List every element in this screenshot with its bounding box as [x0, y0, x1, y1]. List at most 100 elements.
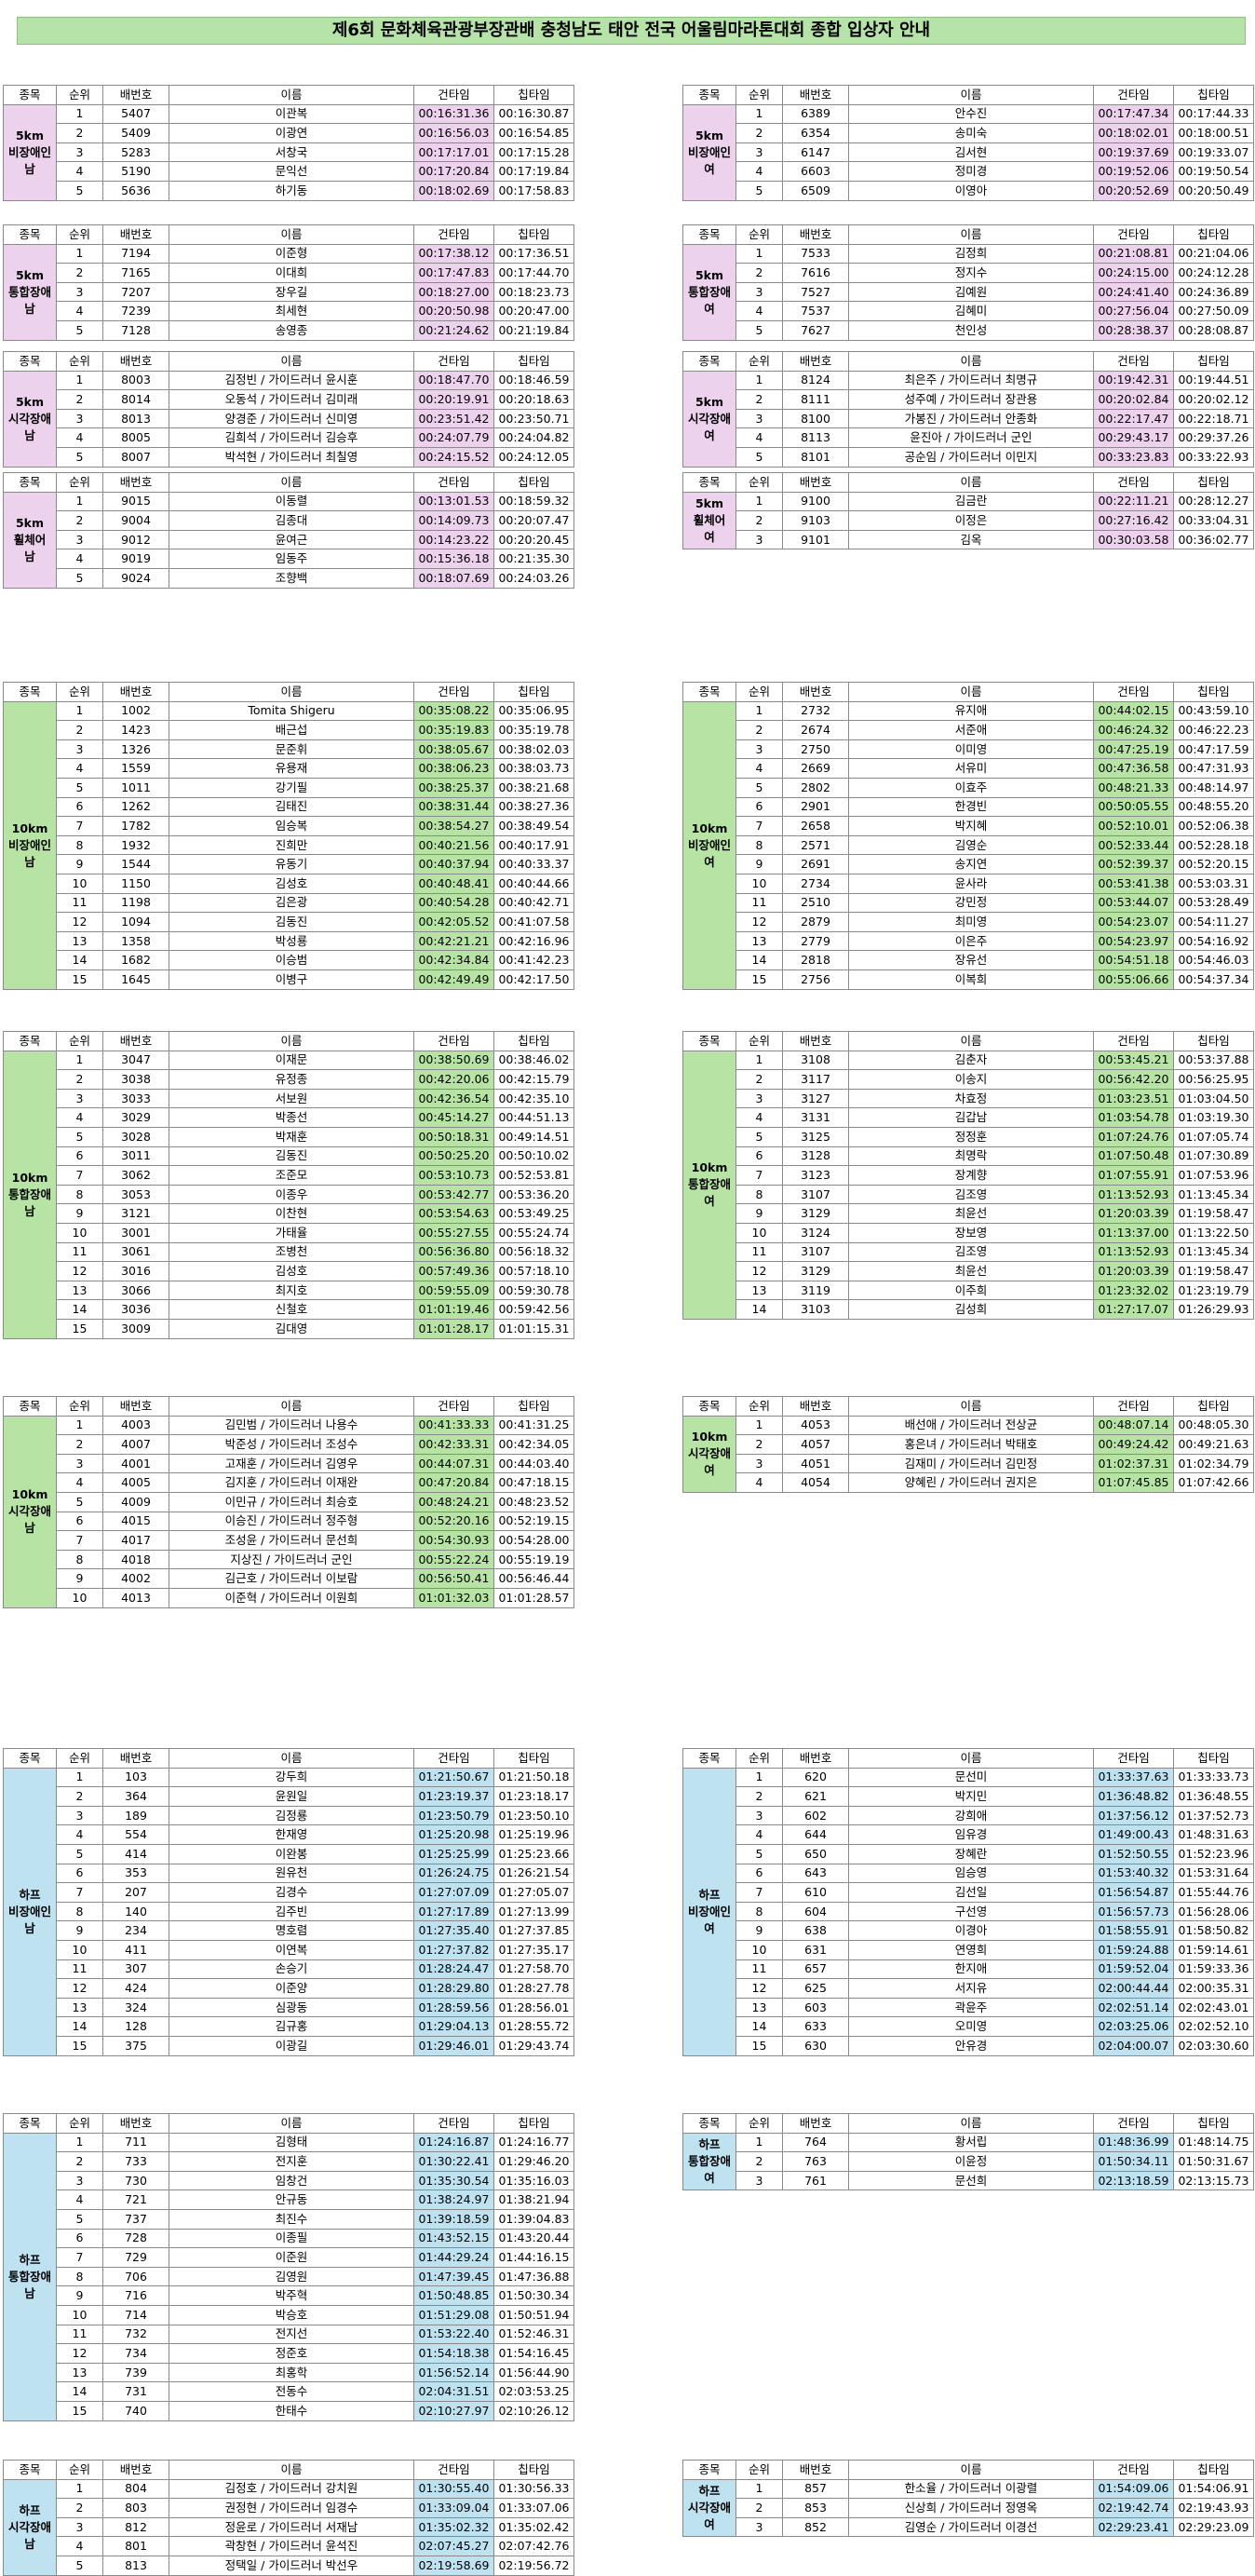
- name-cell: 최윤선: [848, 1203, 1094, 1224]
- rank-cell: 8: [56, 2266, 103, 2287]
- rank-cell: 2: [735, 1786, 783, 1807]
- bib-cell: 3131: [782, 1107, 849, 1128]
- name-cell: 유정종: [169, 1069, 414, 1090]
- bib-cell: 7207: [102, 281, 169, 303]
- table-row: 13 3066 최지호 00:59:55.09 00:59:30.78: [4, 1280, 574, 1301]
- name-cell: 전지선: [169, 2324, 414, 2345]
- bib-cell: 734: [102, 2343, 169, 2364]
- table-row: 9 638 이경아 01:58:55.91 01:58:50.82: [683, 1920, 1254, 1941]
- rank-cell: 15: [56, 2035, 103, 2056]
- category-label: 10km 비장애인 여: [682, 700, 736, 990]
- chip-time-cell: 00:40:33.37: [493, 854, 574, 874]
- gun-time-cell: 01:07:50.48: [1093, 1146, 1174, 1167]
- rank-cell: 1: [56, 700, 103, 722]
- bib-cell: 2674: [782, 720, 849, 740]
- name-cell: 송영종: [169, 319, 414, 341]
- bib-cell: 8007: [102, 446, 169, 468]
- column-header: 칩타임: [1173, 224, 1254, 245]
- table-header-row: 종목 순위 배번호 이름 건타임 칩타임: [682, 2113, 1254, 2134]
- bib-cell: 3124: [782, 1222, 849, 1243]
- table-row: 5 5636 하기동 00:18:02.69 00:17:58.83: [4, 180, 574, 201]
- name-cell: 이준원: [169, 2247, 414, 2268]
- bib-cell: 414: [102, 1843, 169, 1864]
- gun-time-cell: 00:30:03.58: [1093, 529, 1174, 550]
- rank-cell: 1: [56, 1050, 103, 1071]
- rank-cell: 15: [56, 2400, 103, 2421]
- bib-cell: 3033: [102, 1088, 169, 1109]
- rank-cell: 1: [735, 1415, 783, 1436]
- column-header: 칩타임: [1173, 1031, 1254, 1051]
- chip-time-cell: 00:53:28.49: [1173, 892, 1254, 914]
- table-header-row: 종목 순위 배번호 이름 건타임 칩타임: [3, 682, 574, 702]
- rank-cell: 3: [56, 1088, 103, 1109]
- table-row: 10km 시각장애 여 1 4053 배선애 / 가이드러너 전상균 00:48:07.14…: [682, 1415, 1254, 1493]
- bib-cell: 4007: [102, 1434, 169, 1455]
- bib-cell: 2879: [782, 912, 849, 932]
- gun-time-cell: 00:48:24.21: [413, 1491, 494, 1512]
- table-row: 4 8113 윤진아 / 가이드러너 군인 00:29:43.17 00:29:37.2…: [683, 427, 1254, 448]
- table-row: 8 706 김영원 01:47:39.45 01:47:36.88: [4, 2266, 574, 2287]
- chip-time-cell: 02:10:26.12: [493, 2400, 574, 2421]
- name-cell: 최미영: [848, 912, 1094, 932]
- chip-time-cell: 00:47:17.59: [1173, 739, 1254, 760]
- name-cell: 박석현 / 가이드러너 최칠영: [169, 446, 414, 468]
- table-row: 하프 시각장애 남 1 804 김정호 / 가이드러너 강치원 01:30:55.40 01:…: [3, 2478, 574, 2576]
- chip-time-cell: 00:38:27.36: [493, 796, 574, 818]
- bib-cell: 3066: [102, 1280, 169, 1301]
- column-header: 종목: [3, 472, 57, 493]
- name-cell: 홍은녀 / 가이드러너 박태호: [848, 1434, 1094, 1455]
- name-cell: 김조영: [848, 1184, 1094, 1205]
- gun-time-cell: 00:22:11.21: [1093, 491, 1174, 512]
- gun-time-cell: 01:25:20.98: [413, 1824, 494, 1845]
- table-row: 5 7128 송영종 00:21:24.62 00:21:19.84: [4, 319, 574, 341]
- rank-cell: 7: [735, 1882, 783, 1903]
- column-header: 배번호: [782, 1031, 849, 1051]
- chip-time-cell: 00:44:51.13: [493, 1107, 574, 1128]
- bib-cell: 1262: [102, 796, 169, 818]
- chip-time-cell: 01:13:45.34: [1173, 1184, 1254, 1205]
- bib-cell: 3028: [102, 1126, 169, 1147]
- rank-cell: 5: [56, 2208, 103, 2230]
- chip-time-cell: 01:07:53.96: [1173, 1165, 1254, 1186]
- column-header: 종목: [682, 85, 736, 105]
- rank-cell: 4: [56, 2536, 103, 2556]
- gun-time-cell: 00:33:23.83: [1093, 446, 1174, 468]
- gun-time-cell: 00:52:33.44: [1093, 834, 1174, 856]
- name-cell: 전지훈: [169, 2151, 414, 2172]
- rank-cell: 6: [56, 1146, 103, 1167]
- bib-cell: 8124: [782, 370, 849, 391]
- gun-time-cell: 01:52:50.55: [1093, 1843, 1174, 1864]
- column-header: 이름: [169, 85, 414, 105]
- gun-time-cell: 00:14:09.73: [413, 510, 494, 531]
- rank-cell: 3: [735, 529, 783, 550]
- column-header: 배번호: [782, 682, 849, 702]
- bib-cell: 716: [102, 2285, 169, 2306]
- table-row: 9 716 박주혁 01:50:48.85 01:50:30.34: [4, 2285, 574, 2306]
- table-row: 11 3061 조병천 00:56:36.80 00:56:18.32: [4, 1241, 574, 1263]
- table-row: 5km 시각장애 남 1 8003 김정빈 / 가이드러너 윤시훈 00:18:47.70 0…: [3, 370, 574, 468]
- rank-cell: 4: [56, 758, 103, 779]
- table-row: 2 3038 유정종 00:42:20.06 00:42:15.79: [4, 1069, 574, 1090]
- gun-time-cell: 01:50:34.11: [1093, 2151, 1174, 2172]
- table-row: 4 8005 김희석 / 가이드러너 김승후 00:24:07.79 00:24:04.…: [4, 427, 574, 448]
- chip-time-cell: 01:07:05.74: [1173, 1126, 1254, 1147]
- column-header: 건타임: [413, 1396, 494, 1417]
- gun-time-cell: 01:35:02.32: [413, 2516, 494, 2538]
- gun-time-cell: 01:21:50.67: [413, 1767, 494, 1788]
- gun-time-cell: 00:14:23.22: [413, 529, 494, 550]
- rank-cell: 4: [735, 758, 783, 779]
- column-header: 칩타임: [1173, 1748, 1254, 1769]
- gun-time-cell: 02:29:23.41: [1093, 2516, 1174, 2538]
- column-header: 배번호: [102, 2113, 169, 2134]
- name-cell: 원유천: [169, 1863, 414, 1884]
- chip-time-cell: 01:23:19.79: [1173, 1280, 1254, 1301]
- table-row: 2 4007 박준성 / 가이드러너 조성수 00:42:33.31 00:42:34.…: [4, 1434, 574, 1455]
- bib-cell: 812: [102, 2516, 169, 2538]
- column-header: 종목: [682, 682, 736, 702]
- results-table: 종목 순위 배번호 이름 건타임 칩타임 5km 통합장애 여 1 7533 김정희 00:21:08.…: [682, 224, 1254, 341]
- name-cell: 박성룡: [169, 930, 414, 952]
- gun-time-cell: 00:40:54.28: [413, 892, 494, 914]
- gun-time-cell: 00:22:17.47: [1093, 408, 1174, 429]
- table-row: 11 307 손승기 01:28:24.47 01:27:58.70: [4, 1959, 574, 1980]
- gun-time-cell: 00:18:02.01: [1093, 123, 1174, 143]
